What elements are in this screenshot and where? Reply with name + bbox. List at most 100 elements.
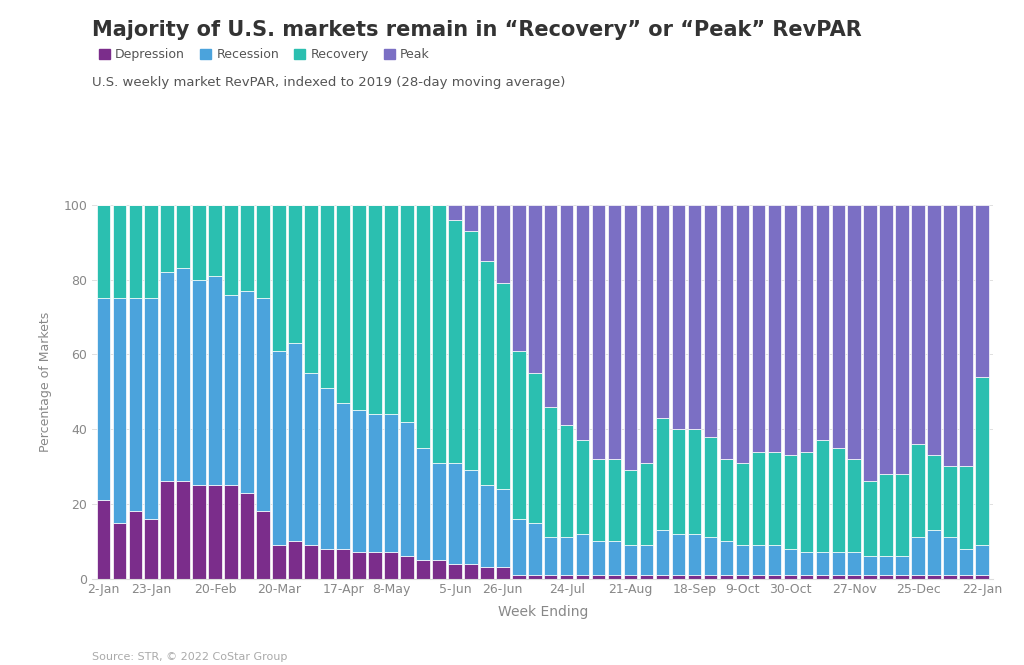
Bar	[241, 205, 254, 291]
Bar	[735, 545, 750, 575]
Bar	[321, 388, 334, 549]
Bar	[304, 205, 317, 373]
Bar	[449, 463, 462, 564]
Bar	[624, 470, 637, 545]
Bar	[863, 575, 877, 579]
Bar	[975, 377, 989, 545]
Bar	[943, 537, 957, 575]
Bar	[928, 205, 941, 456]
Bar	[959, 575, 973, 579]
Bar	[161, 205, 174, 272]
Bar	[848, 553, 861, 575]
Bar	[113, 299, 126, 523]
Bar	[272, 205, 286, 350]
Bar	[655, 205, 670, 418]
Bar	[592, 459, 605, 541]
Bar	[480, 567, 494, 579]
Bar	[449, 205, 462, 220]
Bar	[528, 523, 542, 575]
Bar	[496, 205, 510, 283]
Bar	[464, 231, 477, 470]
Bar	[943, 575, 957, 579]
Bar	[848, 205, 861, 459]
Bar	[256, 205, 270, 299]
Bar	[464, 205, 477, 231]
Bar	[672, 575, 685, 579]
Bar	[544, 205, 557, 407]
Bar	[560, 426, 573, 537]
Bar	[592, 205, 605, 459]
Bar	[289, 205, 302, 343]
Bar	[783, 575, 797, 579]
Bar	[880, 474, 893, 556]
Bar	[416, 560, 430, 579]
Bar	[943, 466, 957, 537]
Bar	[96, 500, 111, 579]
Bar	[575, 440, 590, 534]
Bar	[880, 205, 893, 474]
Legend: Depression, Recession, Recovery, Peak: Depression, Recession, Recovery, Peak	[94, 43, 434, 66]
Bar	[96, 205, 111, 299]
Bar	[735, 205, 750, 463]
Bar	[672, 205, 685, 429]
Bar	[336, 205, 350, 403]
Bar	[752, 575, 765, 579]
Bar	[831, 448, 845, 553]
Bar	[209, 485, 222, 579]
Bar	[176, 481, 190, 579]
Y-axis label: Percentage of Markets: Percentage of Markets	[39, 313, 52, 452]
Bar	[224, 295, 238, 485]
Bar	[496, 567, 510, 579]
Bar	[432, 560, 445, 579]
Bar	[416, 448, 430, 560]
Bar	[544, 407, 557, 537]
Bar	[800, 205, 813, 452]
Bar	[575, 205, 590, 440]
Bar	[895, 575, 909, 579]
Bar	[480, 261, 494, 485]
Bar	[911, 205, 925, 444]
Bar	[224, 205, 238, 295]
Bar	[655, 575, 670, 579]
Bar	[289, 541, 302, 579]
Bar	[752, 452, 765, 545]
Bar	[959, 549, 973, 575]
Bar	[768, 452, 781, 545]
Bar	[400, 422, 414, 556]
Text: Majority of U.S. markets remain in “Recovery” or “Peak” RevPAR: Majority of U.S. markets remain in “Reco…	[92, 20, 862, 40]
Bar	[272, 350, 286, 545]
Bar	[911, 537, 925, 575]
Bar	[640, 575, 653, 579]
Bar	[528, 373, 542, 523]
Bar	[943, 205, 957, 466]
Bar	[512, 519, 525, 575]
Bar	[959, 466, 973, 549]
Bar	[352, 553, 366, 579]
Bar	[321, 205, 334, 388]
Bar	[783, 456, 797, 549]
Bar	[959, 205, 973, 466]
Bar	[528, 575, 542, 579]
Bar	[496, 489, 510, 567]
Bar	[96, 299, 111, 500]
Bar	[608, 205, 622, 459]
Bar	[848, 459, 861, 553]
Bar	[560, 537, 573, 575]
Bar	[672, 429, 685, 534]
Bar	[800, 575, 813, 579]
Bar	[480, 205, 494, 261]
Bar	[384, 205, 397, 414]
Bar	[640, 545, 653, 575]
Bar	[560, 575, 573, 579]
Bar	[304, 373, 317, 545]
Bar	[144, 299, 158, 519]
Bar	[575, 575, 590, 579]
Bar	[703, 436, 717, 537]
Bar	[384, 553, 397, 579]
Bar	[815, 205, 829, 440]
Bar	[688, 429, 701, 534]
Bar	[528, 205, 542, 373]
Bar	[432, 205, 445, 463]
Bar	[928, 575, 941, 579]
Bar	[336, 549, 350, 579]
